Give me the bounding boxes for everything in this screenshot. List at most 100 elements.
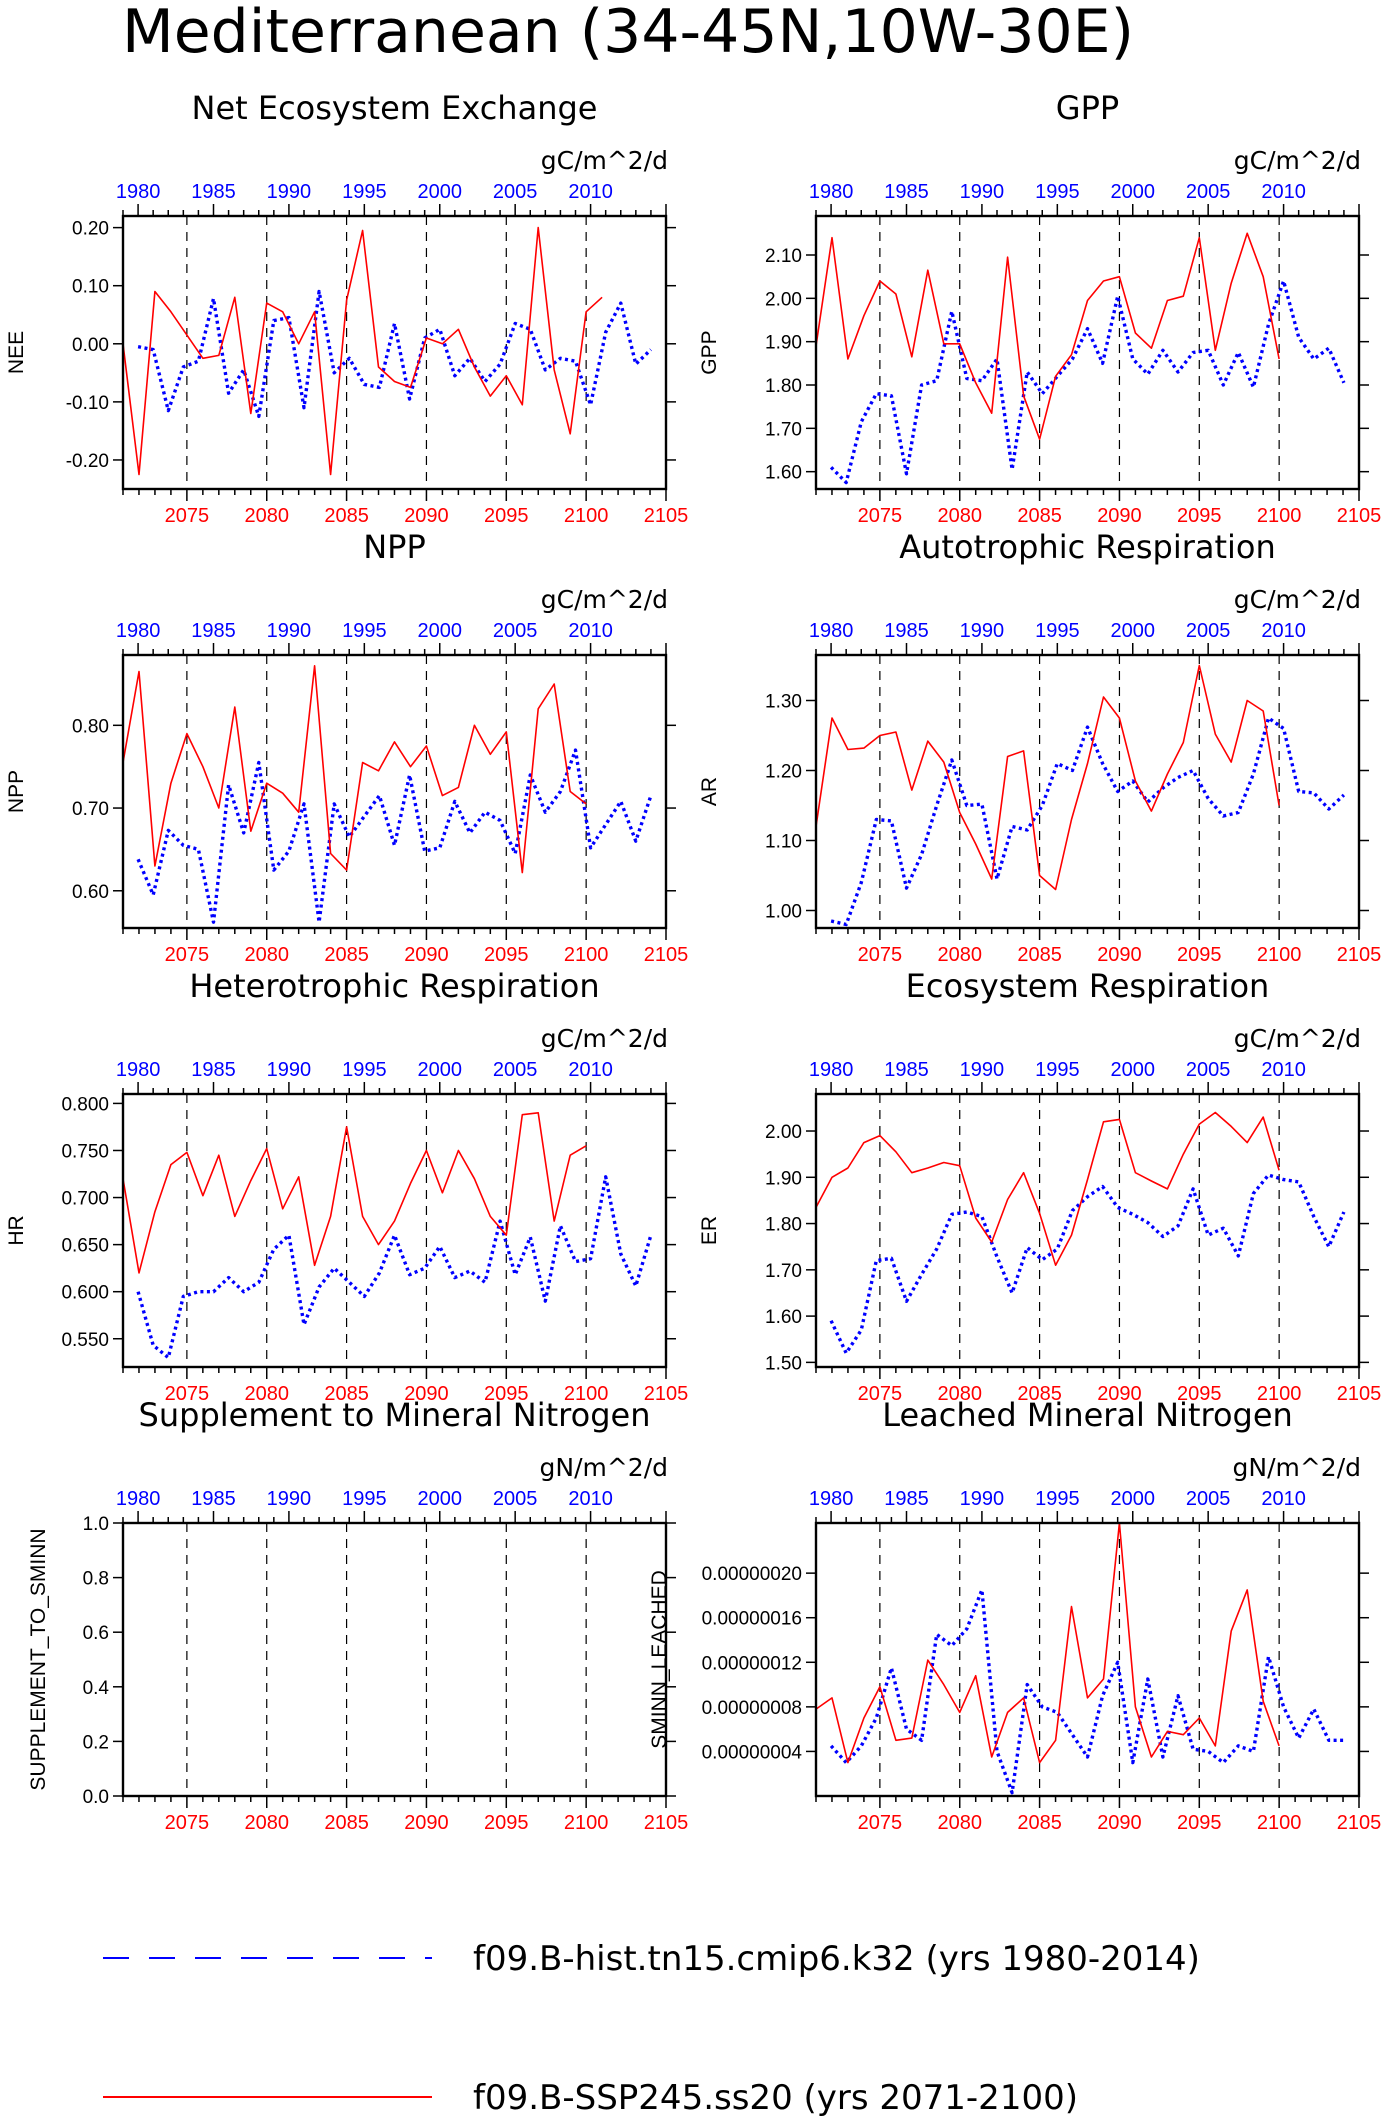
bottom-tick-label: 2100 bbox=[1257, 505, 1302, 527]
plot-frame bbox=[121, 1092, 668, 1369]
panel-title: Supplement to Mineral Nitrogen bbox=[139, 1396, 651, 1434]
bottom-tick-label: 2075 bbox=[165, 1812, 210, 1834]
bottom-tick-label: 2085 bbox=[324, 1812, 369, 1834]
panel-units: gC/m^2/d bbox=[541, 1024, 668, 1053]
top-tick-label: 1985 bbox=[191, 181, 236, 203]
y-tick-label: 0.8 bbox=[83, 1569, 109, 1590]
series-ssp bbox=[815, 664, 1280, 891]
bottom-tick-label: 2080 bbox=[244, 1812, 289, 1834]
bottom-tick-label: 2095 bbox=[1177, 1812, 1222, 1834]
plot-frame bbox=[121, 653, 668, 930]
y-tick-label: 0.800 bbox=[61, 1094, 109, 1115]
legend-label-hist: f09.B-hist.tn15.cmip6.k32 (yrs 1980-2014… bbox=[473, 1939, 1200, 1979]
bottom-tick-label: 2085 bbox=[324, 944, 369, 966]
panel-title: Ecosystem Respiration bbox=[906, 967, 1270, 1005]
series-ssp bbox=[815, 232, 1280, 441]
y-tick-label: 0.0 bbox=[83, 1787, 109, 1808]
top-tick-label: 1995 bbox=[1035, 181, 1080, 203]
bottom-tick-label: 2085 bbox=[1017, 944, 1062, 966]
series-hist bbox=[136, 748, 653, 924]
panel-units: gC/m^2/d bbox=[1234, 585, 1361, 614]
top-tick-label: 2000 bbox=[418, 1488, 463, 1510]
y-tick-label: 1.10 bbox=[765, 832, 802, 853]
panel-title: Autotrophic Respiration bbox=[899, 528, 1276, 566]
y-tick-label: 1.80 bbox=[765, 1215, 802, 1236]
y-tick-label: 2.10 bbox=[765, 246, 802, 267]
panel-5: Heterotrophic Respiration gC/m^2/d 1980 198… bbox=[5, 967, 688, 1405]
series-hist bbox=[829, 279, 1346, 485]
bottom-tick-label: 2075 bbox=[165, 505, 210, 527]
y-axis-label: AR bbox=[698, 777, 721, 806]
top-tick-label: 1990 bbox=[960, 1488, 1005, 1510]
bottom-tick-label: 2105 bbox=[644, 1812, 689, 1834]
series-ssp bbox=[815, 1522, 1280, 1764]
y-tick-label: 0.6 bbox=[83, 1623, 109, 1644]
top-tick-label: 2010 bbox=[568, 620, 613, 642]
y-tick-label: 1.70 bbox=[765, 1261, 802, 1282]
top-tick-label: 1995 bbox=[1035, 620, 1080, 642]
legend-label-ssp: f09.B-SSP245.ss20 (yrs 2071-2100) bbox=[473, 2078, 1078, 2118]
y-tick-label: 1.70 bbox=[765, 419, 802, 440]
series-hist bbox=[136, 1175, 653, 1360]
y-tick-label: 0.750 bbox=[61, 1141, 109, 1162]
y-axis-label: HR bbox=[5, 1215, 28, 1245]
bottom-tick-label: 2105 bbox=[644, 1383, 689, 1405]
top-tick-label: 1990 bbox=[267, 1059, 312, 1081]
panel-2: GPP gC/m^2/d 1980 1985 1990 1995 2000 2005 2010 2… bbox=[698, 89, 1381, 527]
y-tick-label: 0.80 bbox=[72, 716, 109, 737]
top-tick-label: 2000 bbox=[1111, 181, 1156, 203]
bottom-tick-label: 2080 bbox=[244, 505, 289, 527]
bottom-tick-label: 2095 bbox=[1177, 505, 1222, 527]
panel-3: NPP gC/m^2/d 1980 1985 1990 1995 2000 2005 2010 2… bbox=[5, 528, 688, 966]
bottom-tick-label: 2100 bbox=[564, 1383, 609, 1405]
y-tick-label: 0.60 bbox=[72, 882, 109, 903]
y-tick-label: 1.20 bbox=[765, 762, 802, 783]
panel-4: Autotrophic Respiration gC/m^2/d 1980 1985 1… bbox=[698, 528, 1381, 966]
bottom-tick-label: 2090 bbox=[1097, 1812, 1142, 1834]
bottom-tick-label: 2090 bbox=[404, 944, 449, 966]
bottom-tick-label: 2085 bbox=[1017, 1383, 1062, 1405]
bottom-tick-label: 2085 bbox=[324, 1383, 369, 1405]
y-axis-label: NEE bbox=[5, 331, 28, 374]
top-tick-label: 1985 bbox=[884, 620, 929, 642]
y-tick-label: 1.80 bbox=[765, 376, 802, 397]
panel-6: Ecosystem Respiration gC/m^2/d 1980 1985 199… bbox=[698, 967, 1381, 1405]
bottom-tick-label: 2105 bbox=[1337, 1383, 1382, 1405]
plot-frame bbox=[121, 1521, 668, 1798]
y-tick-label: 1.60 bbox=[765, 1307, 802, 1328]
top-tick-label: 2010 bbox=[1261, 1059, 1306, 1081]
bottom-tick-label: 2075 bbox=[858, 505, 903, 527]
top-tick-label: 2010 bbox=[568, 181, 613, 203]
bottom-tick-label: 2095 bbox=[484, 505, 529, 527]
bottom-tick-label: 2090 bbox=[1097, 505, 1142, 527]
y-tick-label: 0.00 bbox=[72, 335, 109, 356]
series-ssp bbox=[122, 1112, 587, 1274]
top-tick-label: 1980 bbox=[809, 620, 854, 642]
top-tick-label: 1990 bbox=[267, 620, 312, 642]
plot-frame bbox=[121, 214, 668, 491]
top-tick-label: 2000 bbox=[1111, 1059, 1156, 1081]
top-tick-label: 2000 bbox=[1111, 620, 1156, 642]
y-tick-label: 1.30 bbox=[765, 692, 802, 713]
figure-title: Mediterranean (34-45N,10W-30E) bbox=[122, 0, 1134, 67]
y-tick-label: 0.4 bbox=[83, 1678, 110, 1699]
y-axis-label: GPP bbox=[698, 330, 721, 374]
panel-title: Leached Mineral Nitrogen bbox=[882, 1396, 1293, 1434]
bottom-tick-label: 2095 bbox=[484, 1812, 529, 1834]
bottom-tick-label: 2075 bbox=[165, 944, 210, 966]
top-tick-label: 1980 bbox=[116, 1059, 161, 1081]
top-tick-label: 1980 bbox=[809, 181, 854, 203]
top-tick-label: 1990 bbox=[960, 181, 1005, 203]
bottom-tick-label: 2100 bbox=[1257, 1812, 1302, 1834]
top-tick-label: 2005 bbox=[1186, 181, 1231, 203]
bottom-tick-label: 2105 bbox=[1337, 944, 1382, 966]
top-tick-label: 2005 bbox=[493, 620, 538, 642]
series-ssp bbox=[122, 664, 587, 874]
y-tick-label: -0.10 bbox=[66, 393, 109, 414]
bottom-tick-label: 2080 bbox=[937, 944, 982, 966]
bottom-tick-label: 2075 bbox=[858, 1383, 903, 1405]
top-tick-label: 2010 bbox=[568, 1488, 613, 1510]
top-tick-label: 1990 bbox=[960, 1059, 1005, 1081]
y-tick-label: 0.00000004 bbox=[702, 1742, 803, 1763]
